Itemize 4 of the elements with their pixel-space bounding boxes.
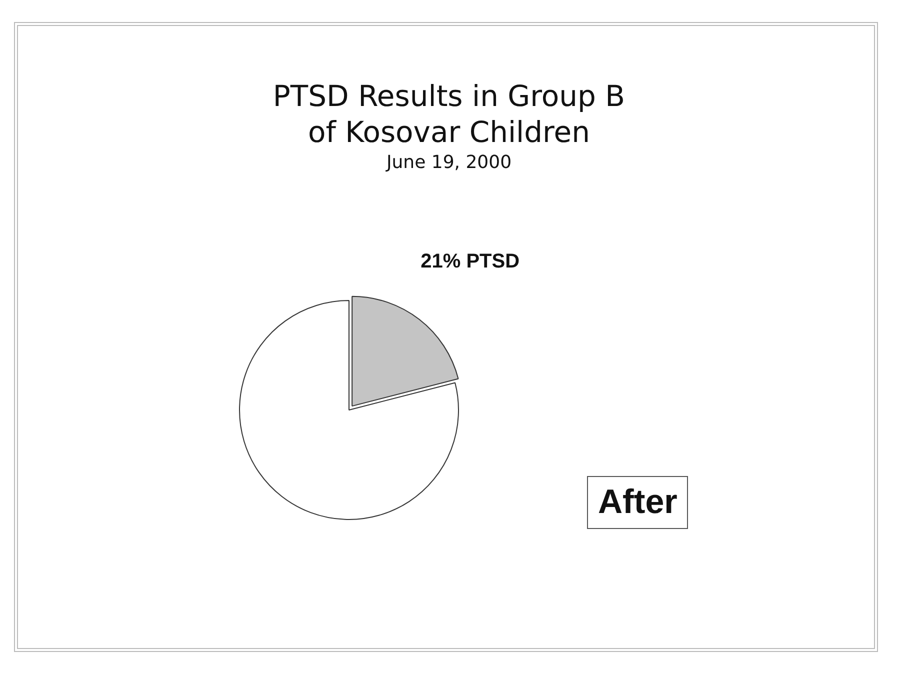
chart-title: PTSD Results in Group B of Kosovar Children xyxy=(272,78,626,150)
text: After xyxy=(587,476,688,529)
chart-subtitle: June 19, 2000 xyxy=(384,152,513,173)
data-label: 21% PTSD xyxy=(420,250,520,272)
